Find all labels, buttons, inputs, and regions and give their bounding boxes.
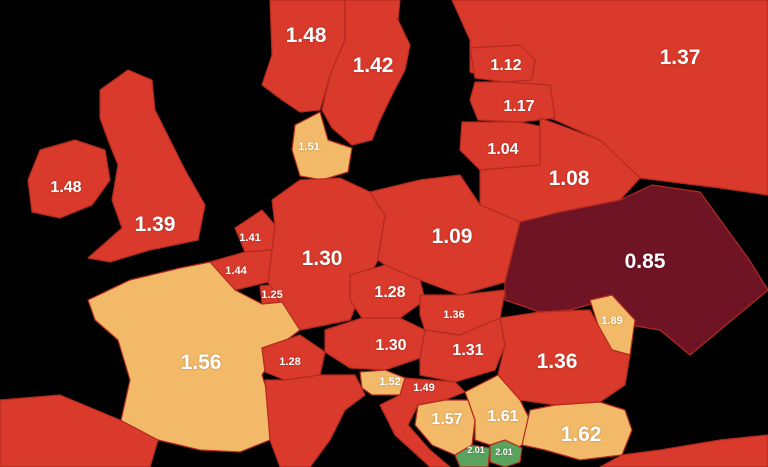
kosovo-region xyxy=(489,439,523,467)
united-kingdom-region xyxy=(87,69,206,263)
poland-value: 1.09 xyxy=(431,225,473,248)
estonia-region xyxy=(469,44,536,83)
switzerland-value: 1.28 xyxy=(279,356,301,368)
france-value: 1.56 xyxy=(180,351,222,374)
germany-value: 1.30 xyxy=(301,247,343,270)
spain-region xyxy=(0,394,159,467)
united-kingdom-value: 1.39 xyxy=(134,213,176,236)
austria-value: 1.30 xyxy=(375,337,407,354)
sweden-value: 1.42 xyxy=(352,54,394,77)
serbia-value: 1.61 xyxy=(487,408,519,425)
bulgaria-value: 1.62 xyxy=(560,423,602,446)
bulgaria-region xyxy=(521,401,633,461)
hungary-value: 1.31 xyxy=(452,342,484,359)
sweden-region xyxy=(321,0,411,146)
ireland-value: 1.48 xyxy=(50,179,82,196)
denmark-region xyxy=(291,111,353,181)
luxembourg-value: 1.25 xyxy=(261,289,283,301)
lithuania-value: 1.04 xyxy=(487,141,519,158)
norway-value: 1.48 xyxy=(285,24,327,47)
czechia-region xyxy=(349,264,426,319)
slovenia-value: 1.52 xyxy=(379,376,401,388)
slovakia-value: 1.36 xyxy=(443,309,465,321)
belarus-value: 1.08 xyxy=(548,167,590,190)
montenegro-value: 2.01 xyxy=(467,445,485,455)
southeast-region xyxy=(599,434,768,467)
finland-value: 1.37 xyxy=(659,46,701,69)
hungary-region xyxy=(419,317,506,383)
bosnia-value: 1.57 xyxy=(431,411,463,428)
finland-region xyxy=(451,0,768,196)
montenegro-region xyxy=(454,444,491,467)
kosovo-value: 2.01 xyxy=(495,447,513,457)
ireland-region xyxy=(27,139,111,219)
netherlands-value: 1.41 xyxy=(239,232,261,244)
estonia-value: 1.12 xyxy=(490,57,522,74)
ukraine-value: 0.85 xyxy=(624,250,666,273)
denmark-value: 1.51 xyxy=(298,141,320,153)
ukraine-region xyxy=(504,184,768,356)
belgium-value: 1.44 xyxy=(225,265,247,277)
croatia-value: 1.49 xyxy=(413,382,435,394)
moldova-value: 1.89 xyxy=(601,315,623,327)
italy-region xyxy=(264,374,366,467)
latvia-value: 1.17 xyxy=(503,98,535,115)
latvia-region xyxy=(469,81,556,123)
czechia-value: 1.28 xyxy=(374,284,406,301)
poland-region xyxy=(369,174,521,296)
romania-value: 1.36 xyxy=(536,350,578,373)
